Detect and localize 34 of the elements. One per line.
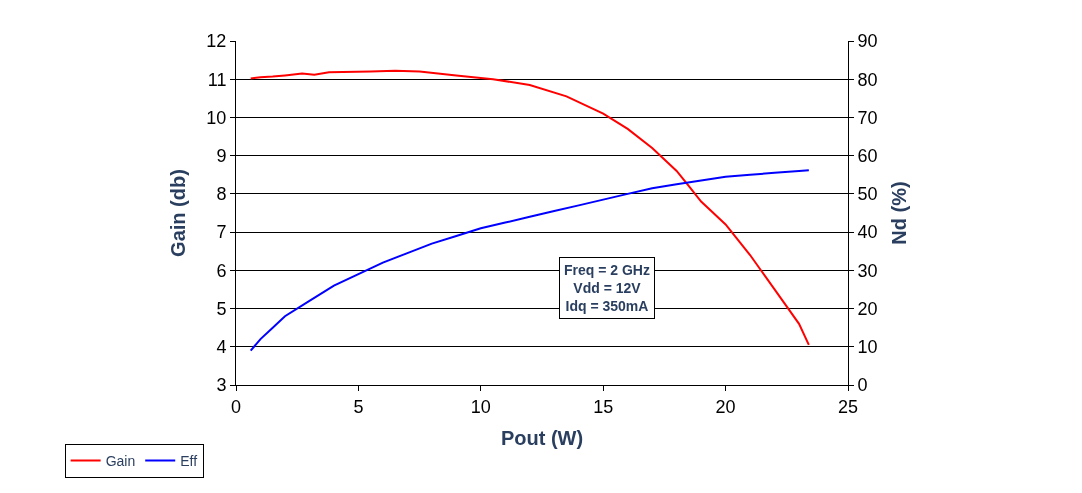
y2-tick-label: 60 — [857, 145, 878, 166]
y-axis-title: Gain (db) — [166, 169, 189, 257]
y2-tick-label: 0 — [857, 375, 868, 396]
y-tick-label: 6 — [216, 260, 227, 281]
y2-tick-label: 10 — [857, 337, 878, 358]
y2-tick-label: 90 — [857, 31, 878, 52]
y-tick-label: 5 — [216, 298, 227, 319]
x-tick-label: 20 — [715, 396, 736, 417]
y-tick-label: 3 — [216, 375, 227, 396]
legend-label: Gain — [105, 452, 136, 469]
y2-tick-label: 20 — [857, 298, 878, 319]
x-tick-label: 10 — [470, 396, 491, 417]
y2-tick-label: 30 — [857, 260, 878, 281]
annotation: Freq = 2 GHz Vdd = 12V Idq = 350mA — [564, 262, 650, 315]
legend-label: Eff — [180, 452, 198, 469]
y2-tick-label: 50 — [857, 184, 878, 205]
y-tick-label: 10 — [206, 107, 227, 128]
line-series — [249, 69, 810, 346]
x-tick-label: 0 — [230, 396, 242, 417]
y-tick-label: 9 — [216, 145, 227, 166]
y-tick-label: 12 — [206, 31, 227, 52]
y2-tick-label: 80 — [857, 69, 878, 90]
x-tick-label: 5 — [353, 396, 364, 417]
x-axis-title: Pout (W) — [500, 427, 584, 450]
y-tick-label: 4 — [216, 337, 227, 358]
y2-tick-label: 40 — [857, 222, 878, 243]
y-tick-label: 8 — [216, 184, 227, 205]
y-tick-label: 11 — [207, 69, 227, 90]
y2-axis-title: Nd (%) — [888, 181, 911, 245]
x-tick-label: 25 — [837, 396, 859, 417]
x-tick-label: 15 — [593, 396, 614, 417]
y-tick-label: 7 — [216, 222, 227, 243]
line-series — [249, 169, 810, 352]
y2-tick-label: 70 — [857, 107, 878, 128]
